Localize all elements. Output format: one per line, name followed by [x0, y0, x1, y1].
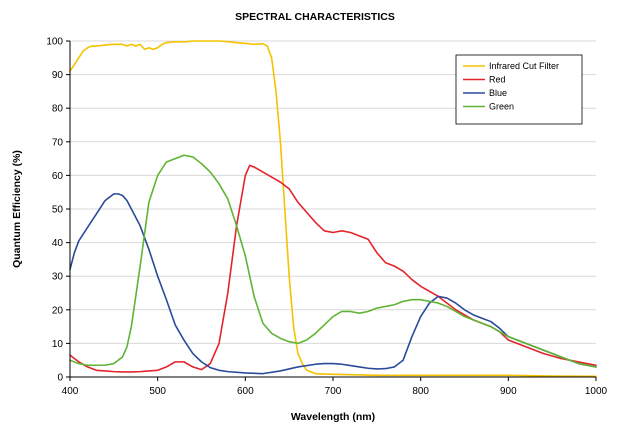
chart-title: SPECTRAL CHARACTERISTICS: [235, 11, 395, 23]
y-tick-label: 70: [52, 137, 64, 148]
series-line-red: [69, 164, 597, 373]
y-axis-label: Quantum Efficiency (%): [11, 150, 23, 268]
legend: Infrared Cut Filter Red Blue Green: [455, 54, 583, 125]
y-tick-label: 0: [57, 373, 63, 384]
y-tick-label: 100: [46, 37, 63, 48]
x-tick-label: 600: [237, 386, 254, 397]
legend-label-green: Green: [489, 102, 514, 112]
x-tick-label: 400: [62, 386, 79, 397]
tick-labels: 0 10 20 30 40 50 60 70 80 90 100 400 500 600 700 800 900…: [46, 37, 607, 398]
y-tick-label: 90: [52, 70, 64, 81]
series-line-green: [69, 154, 597, 368]
y-tick-label: 80: [52, 104, 64, 115]
y-tick-label: 20: [52, 305, 64, 316]
y-tick-label: 30: [52, 272, 64, 283]
x-tick-label: 800: [412, 386, 429, 397]
series-line-blue: [69, 193, 597, 375]
y-tick-label: 60: [52, 171, 64, 182]
x-axis-label: Wavelength (nm): [291, 411, 375, 423]
data-series: [69, 40, 597, 378]
x-tick-label: 500: [149, 386, 166, 397]
x-tick-label: 1000: [585, 386, 608, 397]
y-tick-label: 10: [52, 339, 64, 350]
y-tick-label: 40: [52, 238, 64, 249]
legend-label-blue: Blue: [489, 88, 507, 98]
x-tick-label: 900: [500, 386, 517, 397]
series-line-infrared-cut-filter: [69, 40, 597, 378]
y-tick-label: 50: [52, 205, 64, 216]
x-tick-label: 700: [325, 386, 342, 397]
legend-label-red: Red: [489, 75, 506, 85]
legend-label-infrared-cut-filter: Infrared Cut Filter: [489, 61, 559, 71]
